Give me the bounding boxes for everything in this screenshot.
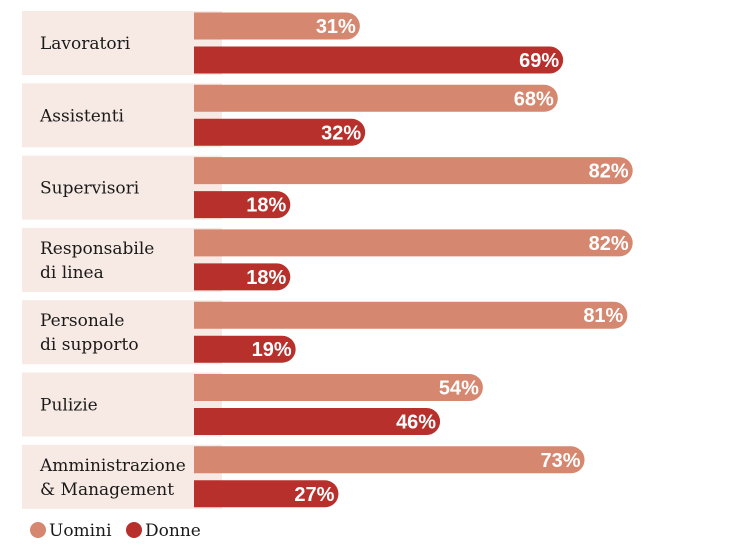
- chart-row: Amministrazione & Management 73% 27%: [22, 444, 585, 509]
- data-label: 69%: [519, 50, 559, 72]
- bar-donne: [194, 191, 291, 219]
- bar-donne: [194, 263, 291, 291]
- bar-uomini: [194, 84, 558, 112]
- category-label: Supervisori: [40, 179, 140, 199]
- data-label: 18%: [246, 267, 286, 289]
- row-label-background: [22, 83, 222, 148]
- legend-label: Donne: [145, 521, 201, 541]
- data-label: 27%: [294, 484, 334, 506]
- legend: Uomini Donne: [30, 521, 201, 541]
- chart-row: Supervisori 82% 18%: [22, 155, 633, 220]
- legend-item: Donne: [126, 521, 201, 541]
- row-label-background: [22, 372, 222, 437]
- data-label: 46%: [396, 412, 436, 434]
- chart-row: Pulizie 54%46%: [22, 372, 483, 437]
- legend-item: Uomini: [30, 521, 112, 541]
- bar-donne: [194, 408, 441, 435]
- chart-row: Lavoratori 31% 69%: [22, 11, 564, 75]
- category-label: di linea: [40, 263, 104, 283]
- bar-uomini: [194, 157, 633, 185]
- legend-label: Uomini: [49, 521, 112, 541]
- bar-uomini: [194, 374, 483, 401]
- data-label: 68%: [514, 88, 554, 110]
- bar-uomini: [194, 446, 585, 474]
- category-label: & Management: [40, 480, 174, 500]
- legend-swatch: [126, 522, 142, 538]
- bar-donne: [194, 46, 564, 74]
- chart-row: Personale di supporto 81% 19%: [22, 300, 628, 365]
- category-label: Lavoratori: [40, 34, 131, 54]
- row-label-background: [22, 11, 222, 75]
- data-label: 73%: [541, 450, 581, 472]
- bar-donne: [194, 335, 296, 363]
- chart-row: Responsabile di linea 82% 18%: [22, 227, 633, 292]
- data-label: 54%: [439, 378, 479, 400]
- data-label: 31%: [316, 16, 356, 38]
- row-label-background: [22, 155, 222, 220]
- category-label: Assistenti: [39, 106, 125, 126]
- chart-row: Assistenti 68% 32%: [22, 83, 558, 148]
- data-label: 81%: [583, 305, 623, 327]
- bar-uomini: [194, 12, 360, 40]
- bar-donne: [194, 480, 339, 508]
- category-label: di supporto: [40, 335, 139, 355]
- bar-donne: [194, 118, 366, 146]
- category-label: Amministrazione: [39, 456, 186, 476]
- row-label-background: [22, 444, 222, 509]
- bar-uomini: [194, 301, 628, 329]
- bar-uomini: [194, 229, 633, 257]
- data-label: 82%: [589, 233, 629, 255]
- legend-swatch: [30, 522, 46, 538]
- category-label: Pulizie: [40, 396, 98, 416]
- row-label-background: [22, 227, 222, 292]
- data-label: 32%: [321, 122, 361, 144]
- chart-rows: Lavoratori 31% 69% Assistenti 68% 32% Supervis…: [22, 11, 633, 509]
- category-label: Responsabile: [40, 239, 154, 259]
- data-label: 18%: [246, 195, 286, 217]
- category-label: Personale: [40, 311, 124, 331]
- data-label: 82%: [589, 161, 629, 183]
- data-label: 19%: [252, 339, 292, 361]
- row-label-background: [22, 300, 222, 365]
